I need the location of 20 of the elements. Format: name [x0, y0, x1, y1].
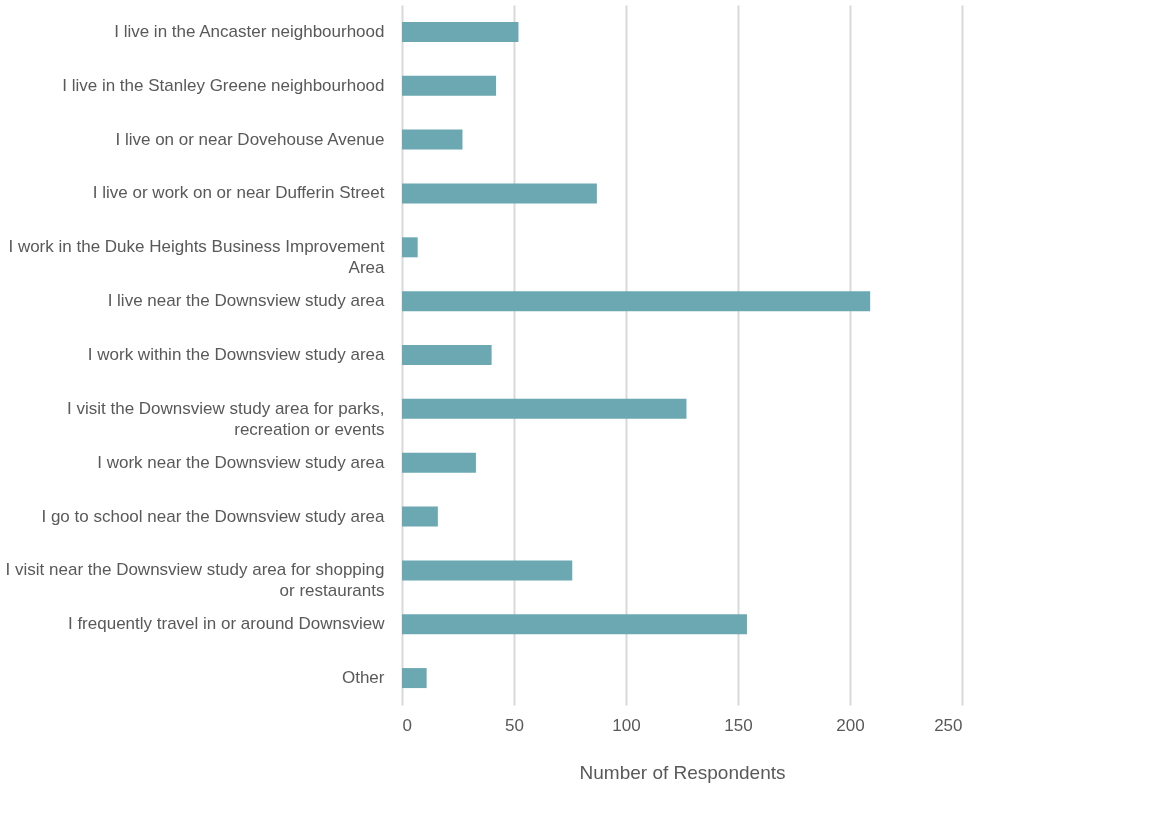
y-tick-label: I go to school near the Downsview study area — [41, 506, 386, 526]
x-tick-label: 100 — [612, 715, 641, 735]
y-tick-label: I work in the Duke Heights Business Improvement Area — [8, 237, 386, 278]
x-tick-label: 250 — [934, 715, 963, 735]
y-tick-label: I live or work on or near Dufferin Street — [92, 183, 385, 203]
y-tick-label: I frequently travel in or around Downsview — [67, 614, 386, 634]
x-axis-title: Number of Respondents — [579, 761, 786, 783]
y-tick-label: I work within the Downsview study area — [87, 345, 386, 364]
x-tick-label: 150 — [724, 715, 753, 735]
y-tick-label: I live on or near Dovehouse Avenue — [115, 129, 385, 149]
y-tick-label: I live in the Stanley Greene neighbourhood — [62, 75, 385, 95]
y-tick-label: Other — [341, 668, 385, 688]
x-tick-label: 200 — [836, 715, 865, 735]
x-tick-label: 50 — [505, 715, 524, 735]
y-tick-label: I live near the Downsview study area — [107, 291, 386, 311]
y-tick-label: I live in the Ancaster neighbourhood — [114, 21, 385, 41]
x-tick-label: 0 — [402, 715, 412, 735]
y-tick-label: I visit the Downsview study area for parks, recreation or events — [67, 398, 385, 439]
y-tick-label: I visit near the Downsview study area for shopping or restaurants — [5, 560, 385, 601]
y-tick-label: I work near the Downsview study area — [97, 452, 386, 472]
